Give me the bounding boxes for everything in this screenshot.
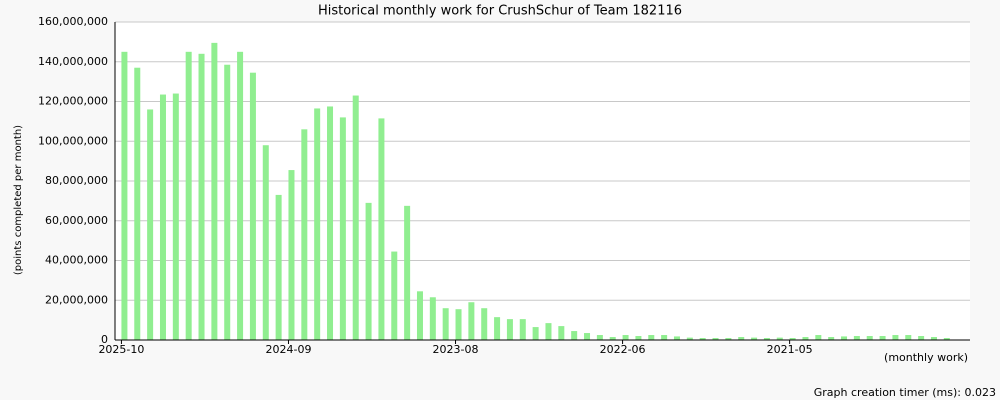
bar [314,108,321,340]
x-tick-label: 2021-05 [767,343,813,356]
y-tick-label: 20,000,000 [45,293,108,306]
bar [841,336,848,340]
bar [584,333,591,340]
bar [802,337,809,340]
bar [609,337,616,340]
y-tick-label: 100,000,000 [38,134,108,147]
chart-title: Historical monthly work for CrushSchur o… [318,4,682,19]
bar [224,64,231,340]
bar [455,309,462,340]
x-tick-label: 2022-06 [600,343,646,356]
y-axis-label: (points completed per month) [13,125,24,275]
bar [622,335,629,340]
bar [866,336,873,340]
bar [905,335,912,340]
bar [661,335,668,340]
bar [892,335,899,340]
bar [275,194,282,340]
bar [918,336,925,340]
bar [545,323,552,340]
x-tick-label: 2023-08 [433,343,479,356]
x-axis-label: (monthly work) [884,351,968,364]
bar [391,251,398,340]
bar [738,337,745,340]
bar [378,118,385,340]
footer: Graph creation timer (ms): 0.023 [814,386,996,399]
bar [879,336,886,340]
y-tick-label: 40,000,000 [45,254,108,267]
bar [185,51,192,340]
bar [596,335,603,340]
bar [519,319,526,340]
bar [339,117,346,341]
bar [159,94,166,340]
y-tick-label: 60,000,000 [45,214,108,227]
x-tick-label: 2025-10 [98,343,144,356]
bar [211,42,218,341]
bar [673,336,680,340]
bar [725,338,732,340]
bar [301,129,308,340]
bar [288,170,295,340]
bar [558,326,565,340]
bar [699,338,706,340]
bar [404,205,411,340]
y-tick-label: 160,000,000 [38,15,108,28]
bar [648,335,655,340]
bar [763,338,770,340]
y-tick-label: 80,000,000 [45,174,108,187]
bar [262,145,269,340]
bar [442,308,449,340]
y-tick-label: 140,000,000 [38,55,108,68]
bar [943,338,950,340]
bar [532,327,539,340]
bar [147,109,154,340]
bar [172,93,179,340]
y-tick-label: 0 [101,333,108,346]
bar [853,336,860,340]
bar [249,72,256,341]
bar [635,336,642,340]
bar [571,331,578,340]
bar [789,338,796,340]
bar [468,302,475,340]
bar [686,337,693,340]
bar [494,317,501,340]
bar [365,202,372,340]
bar [712,338,719,340]
bar [751,337,758,340]
bar [327,106,334,340]
bar [429,297,436,340]
bar [506,319,513,340]
bar [134,67,141,341]
bar [815,335,822,340]
bar [352,95,359,340]
bar [776,337,783,340]
bar [930,337,937,340]
bar [237,51,244,340]
y-tick-label: 120,000,000 [38,95,108,108]
bar [198,53,205,341]
bar [416,291,423,340]
bar [481,308,488,340]
x-tick-label: 2024-09 [265,343,311,356]
bar [828,337,835,340]
bar [121,51,128,340]
